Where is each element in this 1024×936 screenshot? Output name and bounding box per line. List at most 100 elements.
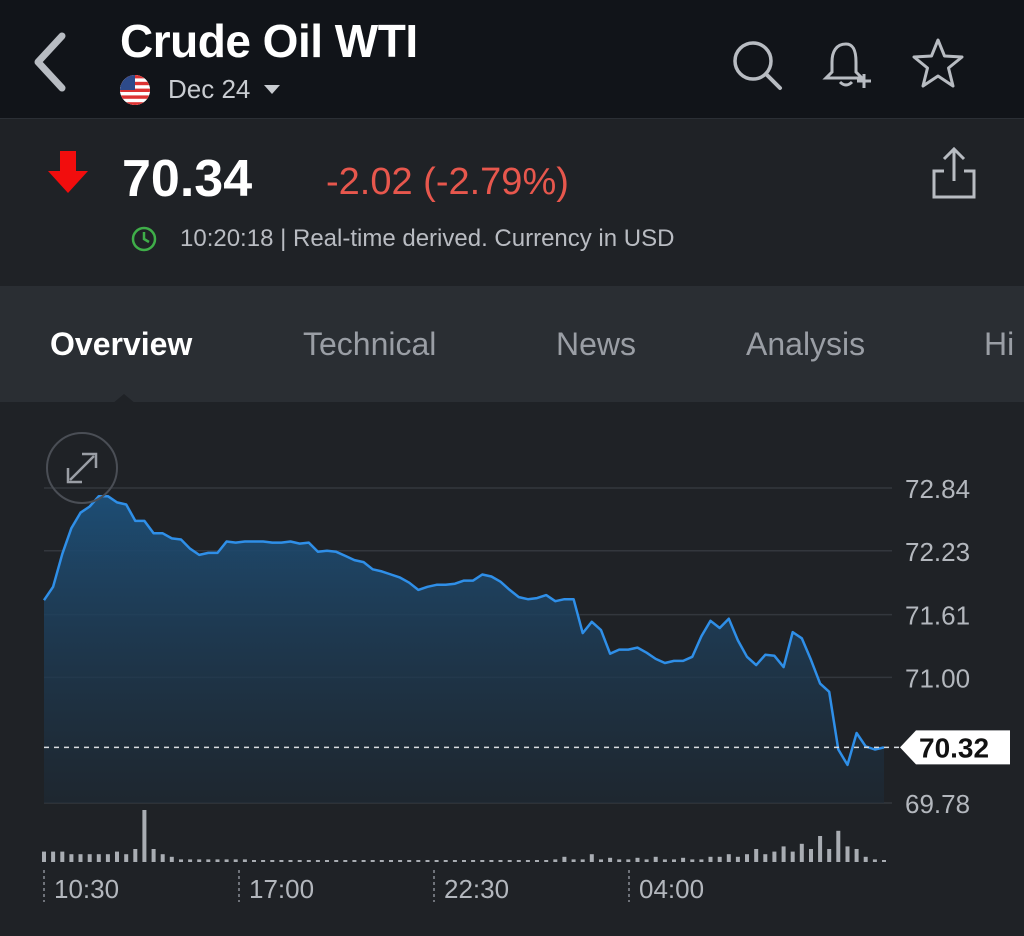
price-change: -2.02 (-2.79%): [326, 161, 569, 203]
volume-bar: [882, 860, 886, 862]
volume-bar: [754, 849, 759, 862]
volume-bar: [60, 851, 65, 862]
volume-bar: [188, 859, 193, 862]
back-icon[interactable]: [30, 30, 70, 94]
time-info: 10:20:18 | Real-time derived. Currency i…: [130, 225, 674, 253]
volume-bar: [763, 854, 768, 862]
page-title: Crude Oil WTI: [120, 15, 418, 67]
volume-bar: [206, 859, 211, 862]
volume-bar: [252, 860, 256, 862]
volume-bar: [644, 859, 649, 862]
down-arrow-icon: [48, 151, 88, 193]
volume-bar: [270, 860, 275, 862]
volume-bar: [745, 854, 749, 862]
tab-analysis[interactable]: Analysis: [746, 326, 866, 362]
expand-icon: [66, 452, 98, 484]
volume-bar: [699, 859, 704, 862]
volume-bar: [462, 860, 466, 862]
tab-historical[interactable]: Hi: [984, 326, 1015, 362]
volume-bar: [471, 860, 476, 862]
volume-bar: [818, 836, 823, 862]
volume-bar: [96, 854, 101, 862]
volume-bar: [599, 859, 603, 862]
current-price-label: 70.32: [919, 732, 989, 763]
chart-area: 72.84 72.23 71.61 71.00 69.78 70.32 10:30 17:00…: [0, 402, 1024, 936]
tab-news[interactable]: News: [556, 326, 637, 362]
tab-bar: Overview Technical News Analysis Hi: [0, 286, 1024, 404]
volume-bar: [836, 830, 841, 862]
volume-bar: [617, 859, 622, 862]
volume-bar: [361, 860, 366, 862]
volume-bar: [571, 859, 576, 862]
tab-pointer: [112, 394, 136, 404]
volume-bar: [863, 856, 868, 862]
volume-bar: [425, 860, 430, 862]
volume-bar: [370, 860, 375, 862]
volume-bar: [790, 851, 795, 862]
volume-bar: [151, 849, 156, 862]
volume-bar: [635, 857, 640, 862]
tab-technical[interactable]: Technical: [303, 326, 437, 362]
y-tick-label: 71.61: [905, 601, 970, 631]
volume-bar: [434, 860, 439, 862]
volume-bar: [115, 851, 119, 862]
volume-bar: [535, 860, 539, 862]
volume-bar: [799, 843, 804, 862]
volume-bar: [726, 854, 731, 862]
volume-bar: [334, 860, 339, 862]
x-tick-label: 10:30: [54, 874, 119, 904]
volume-bar: [197, 859, 202, 862]
star-icon[interactable]: [910, 36, 966, 92]
volume-bar: [315, 860, 320, 862]
volume-bar: [306, 860, 311, 862]
volume-bar: [69, 854, 74, 862]
contract-selector[interactable]: Dec 24: [120, 74, 281, 105]
clock-icon: [131, 226, 157, 252]
price-chart: 72.84 72.23 71.61 71.00 69.78 70.32 10:30 17:00…: [42, 474, 1010, 904]
volume-bar: [498, 860, 503, 862]
current-price-tag: [900, 730, 1010, 765]
top-bar: Crude Oil WTI Dec 24: [0, 0, 1024, 119]
price-area-fill: [44, 496, 884, 803]
volume-bar: [51, 851, 56, 862]
volume-bar: [872, 859, 877, 862]
volume-bar: [735, 856, 740, 862]
search-icon[interactable]: [728, 36, 784, 92]
y-tick-label: 69.78: [905, 789, 970, 819]
volume-bar: [516, 860, 521, 862]
volume-bar: [854, 849, 859, 862]
y-tick-label: 71.00: [905, 663, 970, 693]
volume-bar: [261, 860, 266, 862]
quote-panel: 70.34 -2.02 (-2.79%) 10:20:18 | Real-tim…: [0, 119, 1024, 285]
volume-bar: [242, 859, 247, 862]
volume-bar: [452, 860, 457, 862]
volume-bar: [681, 857, 686, 862]
share-icon[interactable]: [930, 145, 978, 201]
volume-bar: [279, 860, 284, 862]
volume-bar: [781, 846, 786, 862]
time-info-text: 10:20:18 | Real-time derived. Currency i…: [180, 225, 675, 252]
volume-bar: [78, 854, 83, 862]
volume-bar: [179, 859, 183, 862]
volume-bar: [87, 854, 92, 862]
volume-bar: [626, 859, 631, 862]
volume-bar: [827, 849, 832, 862]
volume-bar: [233, 859, 238, 862]
volume-bar: [325, 860, 329, 862]
volume-bar: [717, 856, 722, 862]
volume-bar: [845, 846, 850, 862]
volume-bar: [507, 860, 512, 862]
volume-bar: [562, 856, 567, 862]
expand-chart-button[interactable]: [46, 432, 118, 504]
tab-overview[interactable]: Overview: [50, 326, 193, 362]
volume-bar: [133, 849, 138, 862]
volume-bar: [443, 860, 448, 862]
volume-bar: [480, 860, 485, 862]
volume-bar: [124, 854, 129, 862]
last-price: 70.34: [122, 150, 253, 208]
volume-bar: [708, 856, 713, 862]
bell-plus-icon[interactable]: [820, 36, 876, 92]
volume-bar: [389, 860, 393, 862]
volume-bar: [215, 859, 220, 862]
volume-bar: [772, 851, 777, 862]
